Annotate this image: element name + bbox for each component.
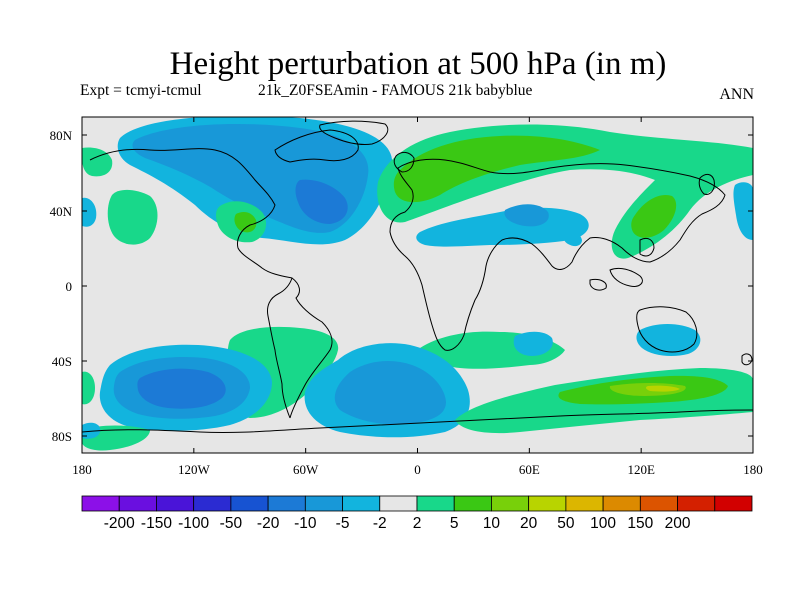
coastlines	[82, 120, 753, 434]
colorbar-label: -150	[141, 515, 172, 532]
colorbar-label: 20	[520, 515, 538, 532]
colorbar-label: -20	[257, 515, 280, 532]
colorbar-swatch	[677, 495, 716, 512]
colorbar-swatch	[453, 495, 492, 512]
negative-anomaly-south-africa	[513, 331, 553, 356]
negative-anomaly-australia	[636, 324, 701, 356]
colorbar-swatch	[81, 495, 120, 512]
lat-label: 40N	[50, 204, 73, 219]
colorbar-swatch	[230, 495, 269, 512]
colorbar-swatch	[491, 495, 530, 512]
colorbar-swatch	[416, 495, 455, 512]
colorbar-swatch	[714, 495, 753, 512]
colorbar-swatch	[379, 495, 418, 512]
lon-label: 0	[414, 462, 421, 477]
lat-label: 80N	[50, 128, 73, 143]
negative-anomaly-east-edge	[733, 182, 753, 240]
colorbar-label: 2	[413, 515, 422, 532]
longitude-labels: 180 120W 60W 0 60E 120E 180	[72, 462, 763, 477]
positive-anomaly-west-edge	[82, 147, 113, 177]
colorbar-swatch	[304, 495, 343, 512]
colorbar-labels: -200 -150 -100 -50 -20 -10 -5 -2 2 5 10 20 50 100 150 2…	[104, 515, 691, 532]
positive-anomaly-southern-ocean	[455, 368, 753, 434]
lon-label: 60W	[293, 462, 319, 477]
negative-anomaly-small	[564, 232, 582, 247]
map-panel	[82, 117, 753, 453]
negative-anomaly-west-edge	[82, 197, 97, 227]
axis-ticks	[81, 117, 754, 453]
colorbar-swatch	[565, 495, 604, 512]
positive-anomaly-eurasia	[377, 124, 753, 259]
lon-label: 180	[743, 462, 763, 477]
colorbar-label: -10	[294, 515, 317, 532]
colorbar-swatch	[118, 495, 157, 512]
colorbar-label: -100	[178, 515, 209, 532]
colorbar-swatch	[528, 495, 567, 512]
colorbar-swatch	[156, 495, 195, 512]
colorbar-label: -200	[104, 515, 135, 532]
colorbar-swatch	[639, 495, 678, 512]
colorbar-swatch	[193, 495, 232, 512]
colorbar-label: 150	[627, 515, 653, 532]
negative-anomaly-south-pacific	[99, 344, 273, 431]
colorbar-label: -2	[373, 515, 387, 532]
lon-label: 60E	[519, 462, 540, 477]
colorbar-label: 50	[557, 515, 575, 532]
run-label: 21k_Z0FSEAmin - FAMOUS 21k babyblue	[258, 82, 533, 99]
lon-label: 180	[72, 462, 92, 477]
positive-anomaly-southwest-edge	[82, 371, 95, 405]
experiment-label: Expt = tcmyi-tcmul	[80, 82, 202, 99]
colorbar-label: 10	[483, 515, 501, 532]
negative-anomaly-south-atlantic	[304, 343, 470, 438]
colorbar-label: -50	[220, 515, 243, 532]
lon-label: 120E	[627, 462, 655, 477]
colorbar-swatch	[602, 495, 641, 512]
colorbar-label: 200	[665, 515, 691, 532]
lat-label: 0	[66, 279, 73, 294]
positive-anomaly-east-us-core	[234, 212, 257, 233]
negative-anomaly-middle-east-core	[504, 204, 549, 227]
positive-anomaly-north-pacific	[107, 189, 158, 245]
colorbar-swatch	[267, 495, 306, 512]
latitude-labels: 80N 40N 0 40S 80S	[50, 128, 73, 444]
colorbar-label: 100	[590, 515, 616, 532]
lat-label: 80S	[52, 429, 72, 444]
lon-label: 120W	[178, 462, 211, 477]
colorbar-label: 5	[450, 515, 459, 532]
colorbar-label: -5	[336, 515, 350, 532]
colorbar-swatch	[342, 495, 381, 512]
plot-title: Height perturbation at 500 hPa (in m)	[169, 46, 667, 82]
lat-label: 40S	[52, 354, 72, 369]
season-label: ANN	[719, 86, 754, 103]
colorbar	[81, 495, 753, 512]
